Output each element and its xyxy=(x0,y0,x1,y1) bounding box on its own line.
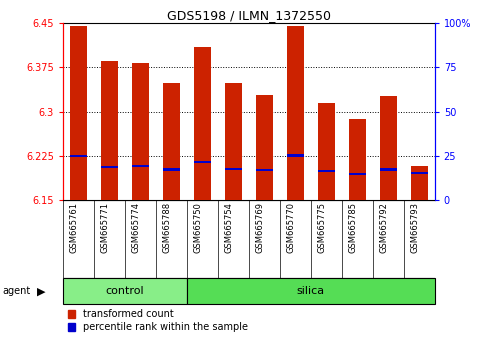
Bar xyxy=(101,166,118,168)
Text: ▶: ▶ xyxy=(37,286,45,296)
Bar xyxy=(380,96,397,200)
Bar xyxy=(194,161,211,163)
Bar xyxy=(349,119,366,200)
Bar xyxy=(287,26,304,200)
Bar xyxy=(70,155,87,157)
Bar xyxy=(225,167,242,170)
Bar xyxy=(318,103,335,200)
Text: GSM665771: GSM665771 xyxy=(100,202,109,253)
Bar xyxy=(380,169,397,171)
Text: GSM665785: GSM665785 xyxy=(348,202,357,253)
Text: GSM665792: GSM665792 xyxy=(379,202,388,253)
Text: silica: silica xyxy=(297,286,325,296)
Text: GSM665769: GSM665769 xyxy=(255,202,264,253)
Title: GDS5198 / ILMN_1372550: GDS5198 / ILMN_1372550 xyxy=(167,9,331,22)
Text: GSM665793: GSM665793 xyxy=(410,202,419,253)
Bar xyxy=(187,278,435,304)
Bar xyxy=(63,278,187,304)
Bar xyxy=(132,165,149,167)
Bar xyxy=(163,83,180,200)
Bar xyxy=(132,63,149,200)
Bar xyxy=(101,61,118,200)
Bar xyxy=(411,166,428,200)
Bar xyxy=(194,47,211,200)
Legend: transformed count, percentile rank within the sample: transformed count, percentile rank withi… xyxy=(68,309,248,332)
Text: GSM665754: GSM665754 xyxy=(224,202,233,253)
Text: GSM665750: GSM665750 xyxy=(193,202,202,253)
Bar xyxy=(225,83,242,200)
Bar xyxy=(349,173,366,175)
Bar xyxy=(287,154,304,156)
Text: agent: agent xyxy=(2,286,30,296)
Bar xyxy=(318,170,335,172)
Text: GSM665770: GSM665770 xyxy=(286,202,295,253)
Text: GSM665761: GSM665761 xyxy=(69,202,78,253)
Text: GSM665775: GSM665775 xyxy=(317,202,326,253)
Bar xyxy=(70,26,87,200)
Bar xyxy=(411,172,428,174)
Bar xyxy=(256,169,273,171)
Text: control: control xyxy=(105,286,144,296)
Bar xyxy=(163,169,180,171)
Bar xyxy=(256,95,273,200)
Text: GSM665774: GSM665774 xyxy=(131,202,140,253)
Text: GSM665788: GSM665788 xyxy=(162,202,171,253)
